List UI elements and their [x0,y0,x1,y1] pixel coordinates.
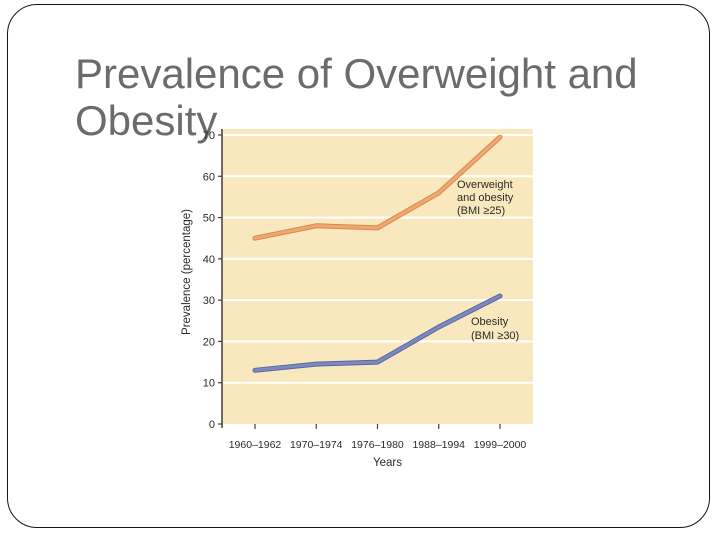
y-tick-label: 50 [203,213,215,225]
x-tick-label: 1976–1980 [351,439,404,451]
x-tick-label: 1970–1974 [290,439,343,451]
series-label-0: and obesity [457,192,514,204]
y-tick-label: 70 [203,130,215,142]
x-tick-label: 1999–2000 [474,439,527,451]
x-tick-label: 1960–1962 [229,439,282,451]
slide-title: Prevalence of Overweight and Obesity [75,50,638,145]
y-tick-label: 10 [203,378,215,390]
plot-background [222,129,533,424]
series-label-1: Obesity [471,316,509,328]
y-axis-title: Prevalence (percentage) [181,209,193,335]
series-line-1 [253,294,502,372]
series-label-1: (BMI ≥30) [471,330,519,342]
y-tick-label: 30 [203,295,215,307]
slide-border [7,4,710,528]
series-label-0: Overweight [457,179,513,191]
y-tick-label: 60 [203,171,215,183]
x-tick-label: 1988–1994 [412,439,465,451]
y-tick-label: 40 [203,254,215,266]
prevalence-chart-svg: 0 10 20 30 40 50 60 70 1960–1962 1970–1974 1976–19… [181,129,533,469]
x-axis-title: Years [373,457,402,469]
prevalence-chart: 0 10 20 30 40 50 60 70 1960–1962 1970–1974 1976–19… [170,118,550,478]
y-tick-label: 0 [209,419,215,431]
y-tick-label: 20 [203,336,215,348]
series-line-0 [253,135,502,240]
series-label-0: (BMI ≥25) [457,205,505,217]
